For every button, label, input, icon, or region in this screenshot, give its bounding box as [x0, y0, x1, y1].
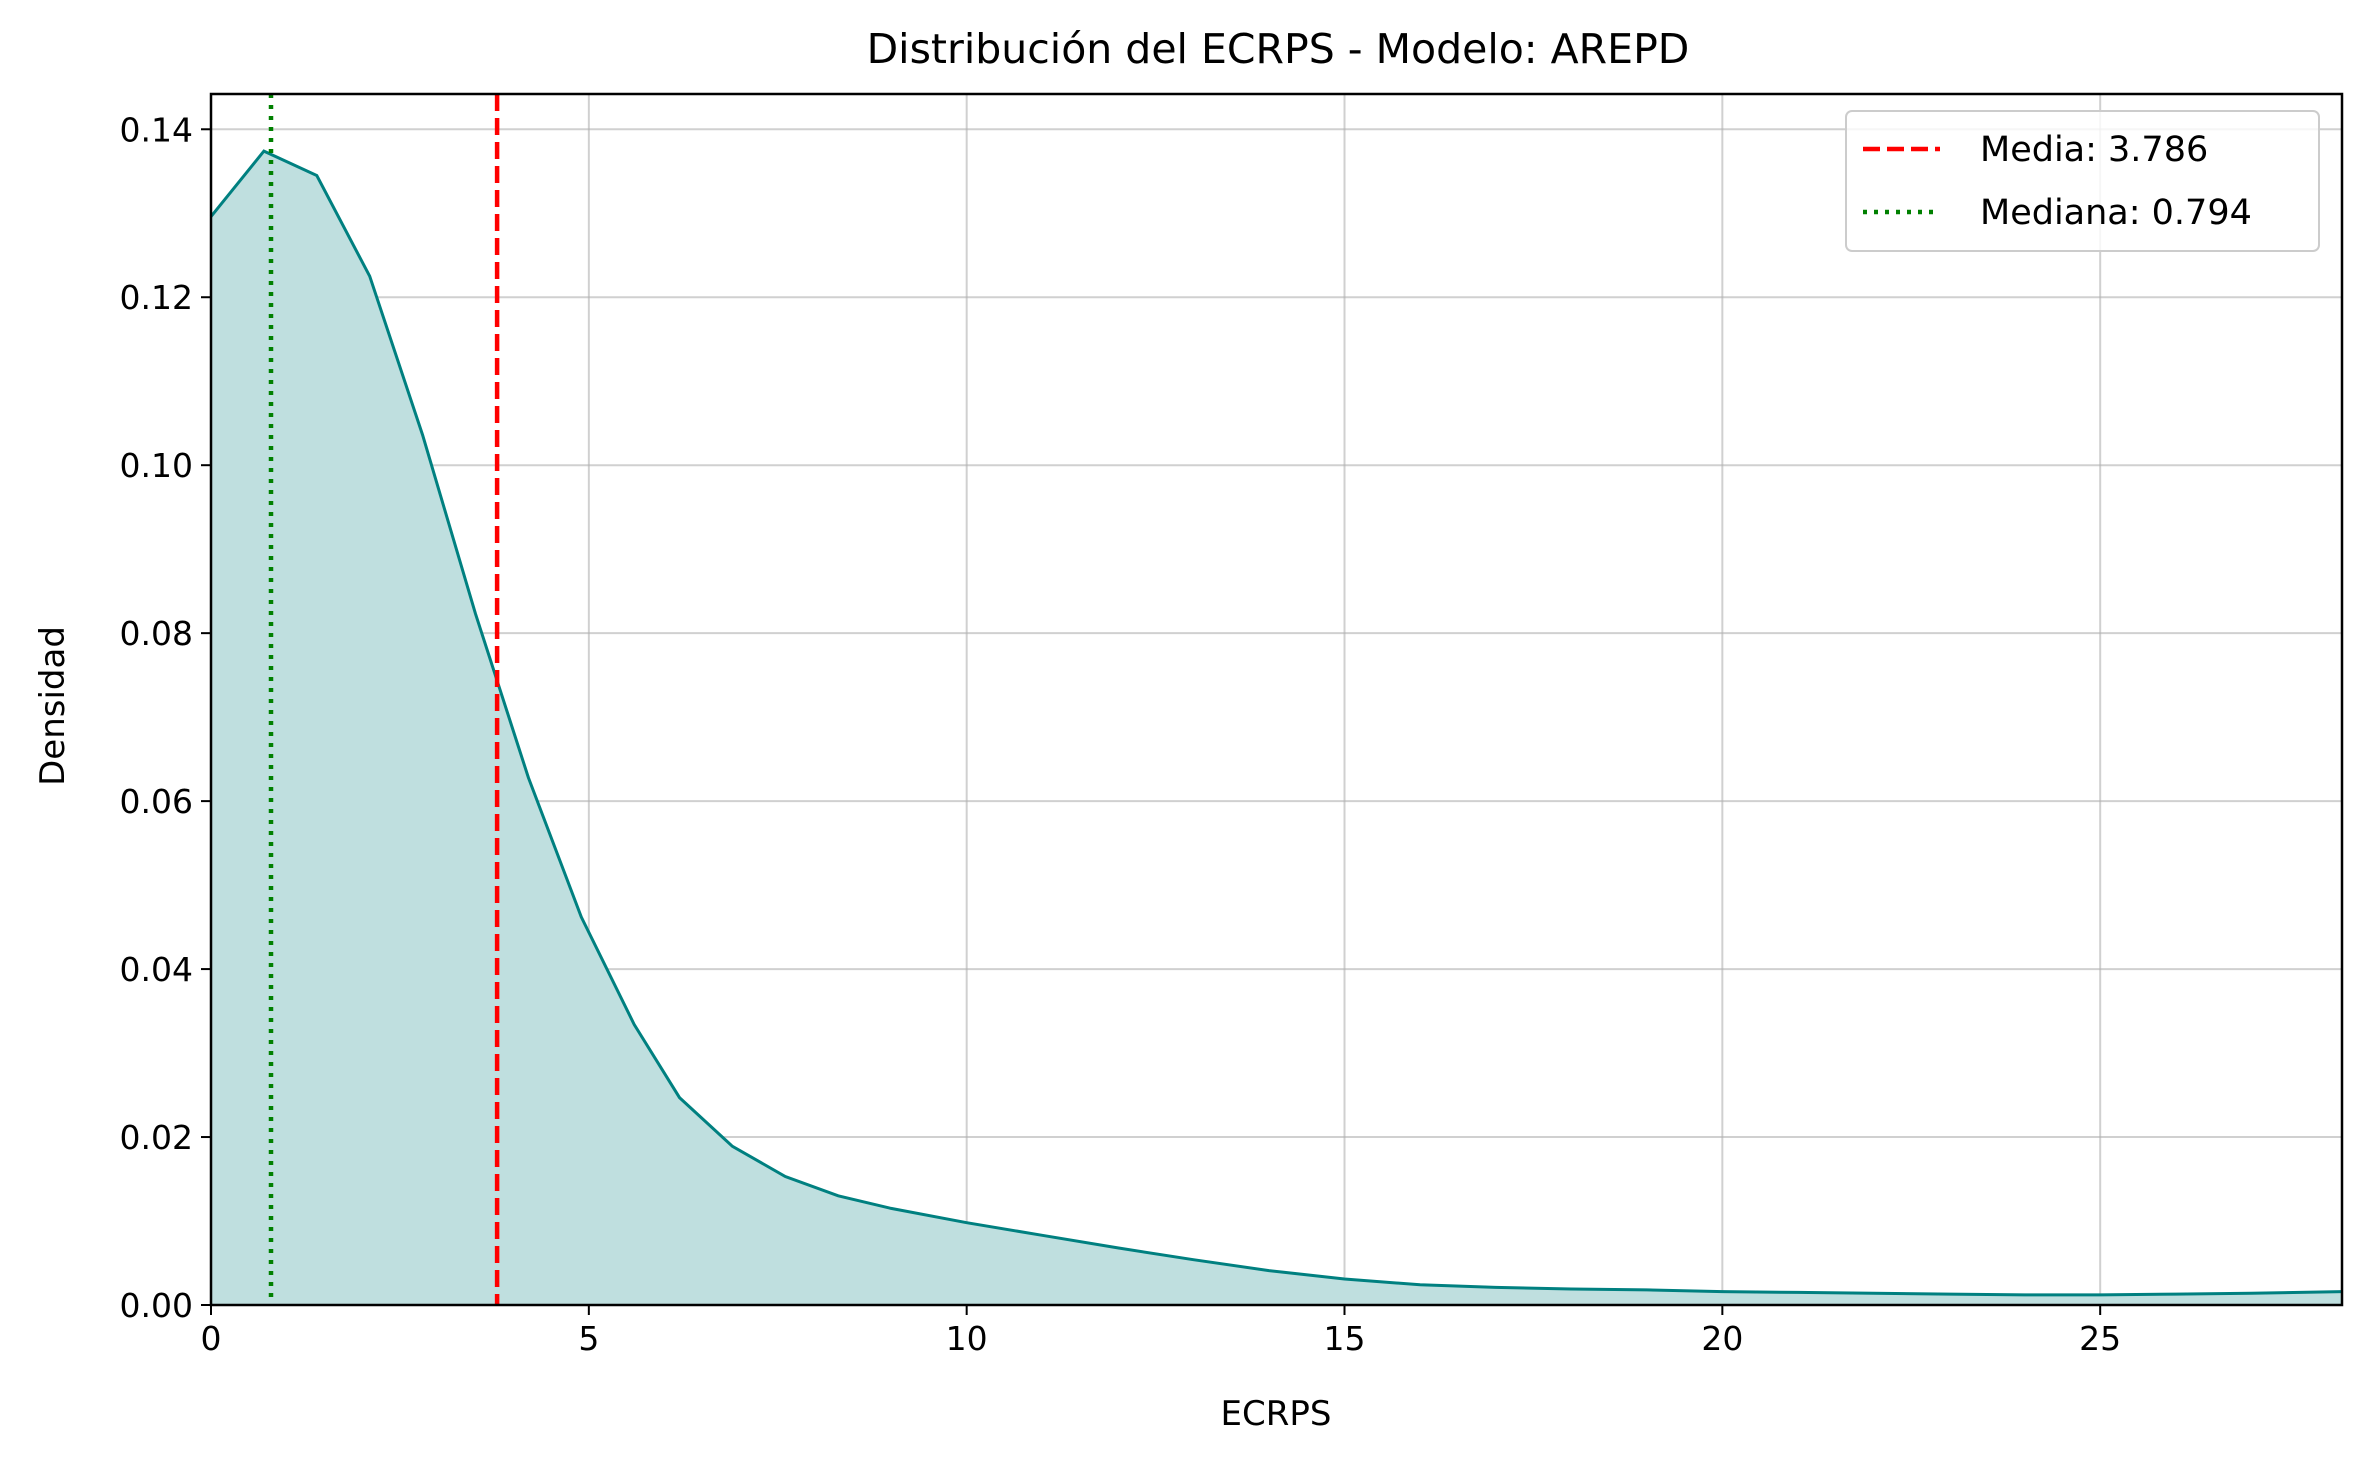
y-axis: 0.00 0.02 0.04 0.06 0.08 0.10 0.12 0.14 — [120, 110, 211, 1325]
x-axis-label: ECRPS — [1221, 1394, 1332, 1434]
density-line — [209, 149, 2343, 1297]
y-tick-label: 0.08 — [120, 614, 193, 653]
plot-frame — [209, 92, 2344, 1307]
legend-box — [1845, 110, 2320, 252]
plot-area — [209, 92, 2344, 1307]
chart-title: Distribución del ECRPS - Modelo: AREPD — [867, 25, 1690, 73]
x-tick-label: 5 — [578, 1319, 599, 1358]
x-tick-label: 10 — [946, 1319, 988, 1358]
x-tick-label: 25 — [2079, 1319, 2121, 1358]
density-fill — [211, 151, 2342, 1306]
y-tick-label: 0.06 — [120, 782, 193, 821]
y-tick-label: 0.00 — [120, 1286, 193, 1325]
y-tick-label: 0.12 — [120, 278, 193, 317]
legend-median-label: Mediana: 0.794 — [1980, 193, 2252, 233]
x-axis: 0 5 10 15 20 25 — [201, 1305, 2121, 1358]
y-tick-label: 0.04 — [120, 950, 193, 989]
y-axis-label: Densidad — [33, 626, 73, 786]
legend-mean-label: Media: 3.786 — [1980, 130, 2208, 170]
x-tick-label: 20 — [1701, 1319, 1743, 1358]
y-tick-label: 0.10 — [120, 446, 193, 485]
y-tick-label: 0.14 — [120, 110, 193, 149]
x-tick-label: 15 — [1324, 1319, 1366, 1358]
x-tick-label: 0 — [201, 1319, 222, 1358]
reference-lines — [268, 94, 500, 1305]
y-tick-label: 0.02 — [120, 1118, 193, 1157]
legend: Media: 3.786 Mediana: 0.794 — [1845, 110, 2320, 252]
